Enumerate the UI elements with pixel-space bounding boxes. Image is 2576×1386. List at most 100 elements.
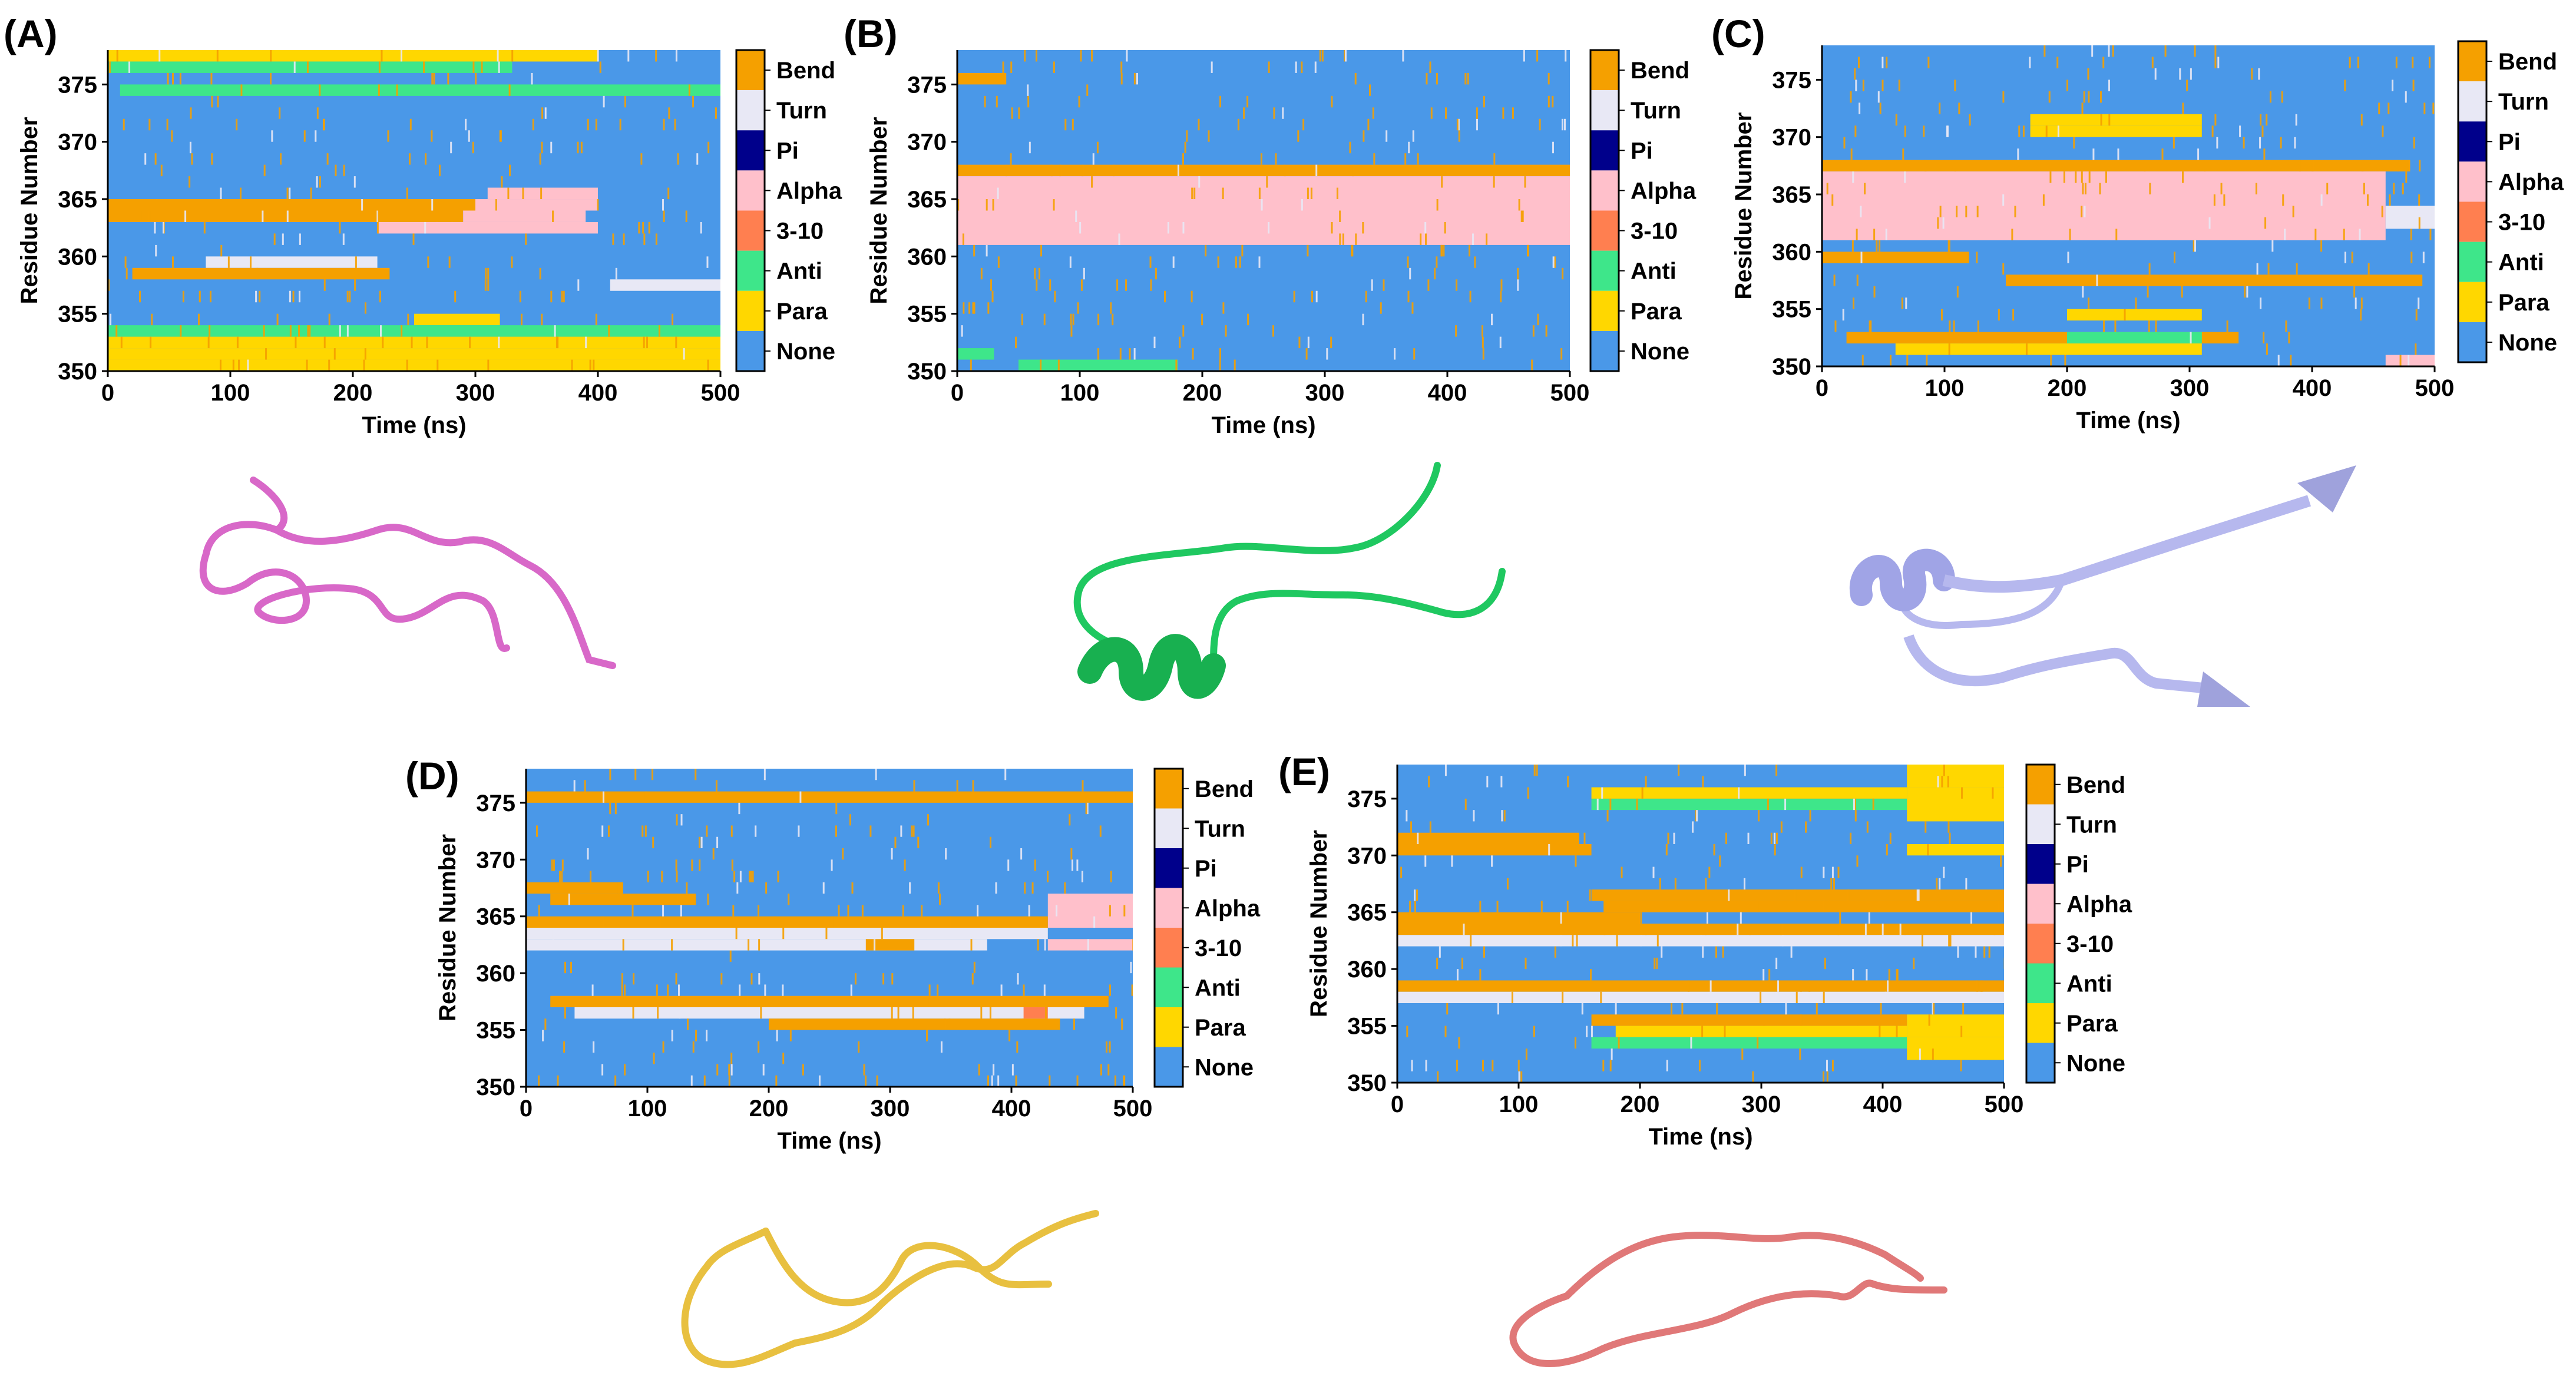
heatmap-band (463, 210, 586, 222)
heatmap-tick-mark (1861, 355, 1864, 366)
heatmap-tick-mark (854, 973, 857, 985)
heatmap-tick-mark (427, 256, 429, 268)
heatmap-band (1907, 844, 2004, 856)
legend-swatch (2458, 322, 2486, 362)
heatmap-tick-mark (1902, 148, 1904, 160)
heatmap-tick-mark (292, 290, 295, 303)
heatmap-tick-mark (447, 72, 449, 85)
legend-label: Pi (1195, 856, 1217, 882)
heatmap-tick-mark (115, 325, 118, 337)
heatmap-tick-mark (1273, 107, 1275, 119)
heatmap-tick-mark (155, 244, 157, 257)
heatmap-tick-mark (638, 221, 640, 234)
x-tick-label: 300 (456, 380, 495, 406)
heatmap-tick-mark (631, 905, 634, 917)
heatmap-band (1397, 991, 2004, 1003)
x-tick-label: 500 (2415, 375, 2455, 401)
heatmap-tick-mark (1522, 210, 1524, 222)
heatmap-tick-mark (2105, 171, 2107, 183)
heatmap-tick-mark (1351, 244, 1353, 257)
heatmap-tick-mark (1406, 810, 1408, 822)
heatmap-tick-mark (346, 290, 349, 303)
heatmap-tick-mark (1603, 924, 1606, 935)
legend-swatch (2458, 161, 2486, 202)
heatmap-tick-mark (940, 1041, 943, 1053)
heatmap-tick-mark (1737, 924, 1739, 935)
heatmap-tick-mark (431, 130, 433, 142)
heatmap-tick-mark (273, 233, 276, 245)
heatmap-tick-mark (1575, 1037, 1577, 1049)
heatmap-tick-mark (659, 916, 661, 928)
legend-swatch (2026, 1043, 2055, 1083)
protein-structure-b (1073, 462, 1506, 701)
heatmap-tick-mark (1080, 50, 1082, 62)
heatmap-band (2385, 206, 2435, 229)
heatmap-tick-mark (788, 894, 790, 905)
heatmap-tick-mark (690, 1075, 693, 1087)
heatmap-tick-mark (240, 84, 243, 96)
heatmap-band (377, 221, 598, 234)
heatmap-tick-mark (623, 233, 625, 245)
heatmap-band (1907, 765, 2004, 788)
heatmap-tick-mark (379, 290, 381, 303)
heatmap-tick-mark (1872, 798, 1874, 811)
heatmap-tick-mark (2117, 148, 2119, 160)
heatmap-tick-mark (2108, 45, 2110, 57)
y-tick-label: 365 (476, 904, 515, 930)
heatmap-tick-mark (2012, 309, 2015, 321)
heatmap-tick-mark (1673, 832, 1675, 844)
heatmap-tick-mark (289, 325, 292, 337)
heatmap-tick-mark (171, 130, 173, 142)
heatmap-tick-mark (764, 984, 766, 996)
heatmap-tick-mark (1851, 240, 1854, 252)
heatmap-tick-mark (1537, 313, 1539, 326)
heatmap-tick-mark (973, 302, 975, 314)
heatmap-tick-mark (300, 199, 303, 211)
heatmap-tick-mark (1079, 221, 1082, 234)
panel-label: (B) (844, 12, 898, 55)
heatmap-tick-mark (1936, 878, 1938, 890)
heatmap-tick-mark (1406, 1026, 1408, 1037)
heatmap-tick-mark (2314, 229, 2317, 240)
panel-label: (D) (405, 754, 459, 798)
heatmap-tick-mark (1483, 946, 1486, 958)
legend-label: None (2498, 330, 2557, 356)
heatmap-tick-mark (1981, 980, 1983, 992)
heatmap-tick-mark (1044, 1007, 1047, 1019)
heatmap-band (1397, 912, 1640, 924)
legend-label: Alpha (2498, 169, 2564, 195)
heatmap-tick-mark (1149, 256, 1152, 268)
heatmap-tick-mark (426, 336, 428, 349)
heatmap-tick-mark (1576, 935, 1578, 947)
heatmap-band (206, 256, 378, 268)
heatmap-tick-mark (1123, 905, 1126, 917)
heatmap-tick-mark (2108, 80, 2111, 91)
heatmap-tick-mark (2296, 263, 2298, 275)
heatmap-tick-mark (1219, 359, 1221, 371)
heatmap-tick-mark (1860, 252, 1863, 263)
heatmap-tick-mark (1473, 810, 1475, 822)
heatmap-tick-mark (1080, 279, 1083, 291)
y-tick-label: 365 (907, 187, 947, 213)
heatmap-tick-mark (2366, 194, 2369, 206)
heatmap-tick-mark (1864, 924, 1867, 935)
heatmap-tick-mark (1688, 980, 1690, 992)
heatmap-tick-mark (1953, 924, 1955, 935)
heatmap-tick-mark (927, 814, 929, 826)
heatmap-tick-mark (700, 836, 703, 848)
heatmap-tick-mark (346, 325, 349, 337)
heatmap-tick-mark (199, 290, 201, 303)
heatmap-tick-mark (1948, 240, 1950, 252)
heatmap-tick-mark (2011, 332, 2013, 344)
y-tick-label: 370 (1347, 843, 1387, 869)
legend-swatch (736, 90, 765, 131)
heatmap-tick-mark (1352, 164, 1354, 177)
heatmap-band (108, 336, 720, 349)
heatmap-tick-mark (1219, 95, 1222, 108)
heatmap-tick-mark (750, 871, 752, 882)
heatmap-tick-mark (590, 871, 592, 882)
heatmap-tick-mark (1564, 118, 1566, 131)
heatmap-tick-mark (1636, 798, 1638, 811)
